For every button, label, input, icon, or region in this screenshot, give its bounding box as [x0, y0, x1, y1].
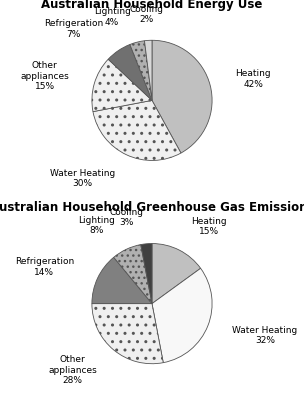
Wedge shape	[92, 257, 152, 304]
Text: Cooling
3%: Cooling 3%	[110, 208, 144, 228]
Text: Heating
15%: Heating 15%	[191, 217, 227, 236]
Wedge shape	[152, 244, 201, 304]
Text: Water Heating
30%: Water Heating 30%	[50, 169, 115, 188]
Wedge shape	[114, 244, 152, 304]
Title: Australian Household Energy Use: Australian Household Energy Use	[41, 0, 263, 11]
Text: Lighting
4%: Lighting 4%	[94, 7, 130, 26]
Wedge shape	[92, 304, 163, 364]
Wedge shape	[152, 268, 212, 363]
Text: Water Heating
32%: Water Heating 32%	[232, 326, 297, 345]
Wedge shape	[93, 100, 181, 160]
Text: Other
appliances
15%: Other appliances 15%	[20, 62, 69, 91]
Text: Refrigeration
7%: Refrigeration 7%	[44, 19, 104, 39]
Wedge shape	[141, 244, 152, 304]
Title: Australian Household Greenhouse Gas Emissions: Australian Household Greenhouse Gas Emis…	[0, 201, 304, 214]
Text: Heating
42%: Heating 42%	[236, 69, 271, 89]
Wedge shape	[144, 40, 152, 100]
Text: Cooling
2%: Cooling 2%	[130, 4, 164, 24]
Text: Refrigeration
14%: Refrigeration 14%	[15, 257, 74, 277]
Wedge shape	[130, 41, 152, 100]
Wedge shape	[92, 59, 152, 112]
Wedge shape	[152, 40, 212, 153]
Text: Other
appliances
28%: Other appliances 28%	[48, 355, 97, 385]
Wedge shape	[108, 44, 152, 100]
Text: Lighting
8%: Lighting 8%	[78, 216, 115, 235]
